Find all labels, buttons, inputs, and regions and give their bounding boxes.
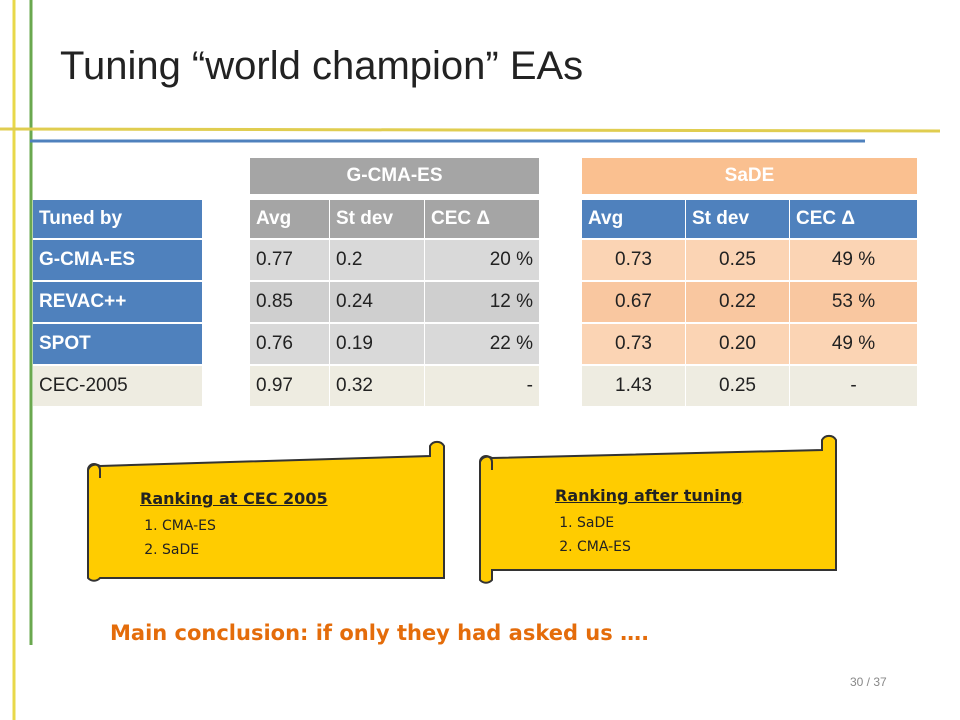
table-cell: 20 % (425, 240, 540, 282)
table-cell: 0.67 (582, 282, 686, 324)
table-cell: 49 % (790, 240, 918, 282)
table-cell: 0.24 (330, 282, 425, 324)
list-item: SaDE (577, 511, 743, 535)
table-cell: 22 % (425, 324, 540, 366)
table-title: G-CMA-ES (250, 158, 540, 196)
column-header: Avg (582, 200, 686, 240)
table-cell: 0.76 (250, 324, 330, 366)
table-cell: 49 % (790, 324, 918, 366)
table-cell: 0.85 (250, 282, 330, 324)
table-cell: 1.43 (582, 366, 686, 408)
row-label: G-CMA-ES (33, 240, 203, 282)
column-header: St dev (330, 200, 425, 240)
table-cell: 0.97 (250, 366, 330, 408)
scroll-title: Ranking at CEC 2005 (140, 489, 328, 508)
table-cell: 53 % (790, 282, 918, 324)
table-cell: 0.77 (250, 240, 330, 282)
scroll-title: Ranking after tuning (555, 486, 743, 505)
table-cell: 0.32 (330, 366, 425, 408)
list-item: CMA-ES (577, 535, 743, 559)
table-cell: - (790, 366, 918, 408)
column-header: CEC Δ (425, 200, 540, 240)
table-cell: 0.19 (330, 324, 425, 366)
table-cell: 0.25 (686, 240, 790, 282)
table-cell: 0.73 (582, 240, 686, 282)
list-item: CMA-ES (162, 514, 328, 538)
list-item: SaDE (162, 538, 328, 562)
table-cell: 0.20 (686, 324, 790, 366)
scroll-text: Ranking at CEC 2005 CMA-ESSaDE (140, 489, 328, 562)
table-cell: - (425, 366, 540, 408)
column-header: CEC Δ (790, 200, 918, 240)
column-header: St dev (686, 200, 790, 240)
row-label: CEC-2005 (33, 366, 203, 408)
scroll-left (87, 440, 445, 582)
scroll-list: CMA-ESSaDE (140, 514, 328, 562)
title: Tuning “world champion” EAs (60, 44, 584, 88)
scroll-text: Ranking after tuning SaDECMA-ES (555, 486, 743, 559)
table-cell: 0.73 (582, 324, 686, 366)
conclusion: Main conclusion: if only they had asked … (110, 621, 650, 645)
row-label: REVAC++ (33, 282, 203, 324)
table-cell: 0.25 (686, 366, 790, 408)
row-label: SPOT (33, 324, 203, 366)
scroll-list: SaDECMA-ES (555, 511, 743, 559)
table-title: SaDE (582, 158, 918, 196)
column-header: Avg (250, 200, 330, 240)
scroll-right (479, 434, 837, 584)
table-cell: 0.2 (330, 240, 425, 282)
table-cell: 0.22 (686, 282, 790, 324)
table-cell: 12 % (425, 282, 540, 324)
header-cell: Tuned by (33, 200, 203, 240)
page-number: 30 / 37 (850, 675, 887, 689)
